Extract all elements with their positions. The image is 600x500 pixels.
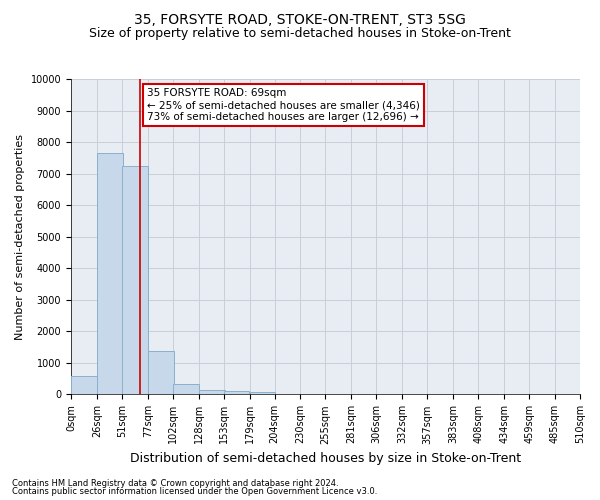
Bar [122,166,148,394]
Text: 35, FORSYTE ROAD, STOKE-ON-TRENT, ST3 5SG: 35, FORSYTE ROAD, STOKE-ON-TRENT, ST3 5S… [134,12,466,26]
Bar [199,390,224,394]
Bar [173,384,199,394]
Bar [71,376,97,394]
Bar [250,392,275,394]
Y-axis label: Number of semi-detached properties: Number of semi-detached properties [15,134,25,340]
Text: Size of property relative to semi-detached houses in Stoke-on-Trent: Size of property relative to semi-detach… [89,28,511,40]
Text: 35 FORSYTE ROAD: 69sqm
← 25% of semi-detached houses are smaller (4,346)
73% of : 35 FORSYTE ROAD: 69sqm ← 25% of semi-det… [147,88,420,122]
Text: Contains HM Land Registry data © Crown copyright and database right 2024.: Contains HM Land Registry data © Crown c… [12,478,338,488]
Text: Contains public sector information licensed under the Open Government Licence v3: Contains public sector information licen… [12,487,377,496]
X-axis label: Distribution of semi-detached houses by size in Stoke-on-Trent: Distribution of semi-detached houses by … [130,452,521,465]
Bar [97,153,122,394]
Bar [148,351,173,395]
Bar [224,391,250,394]
